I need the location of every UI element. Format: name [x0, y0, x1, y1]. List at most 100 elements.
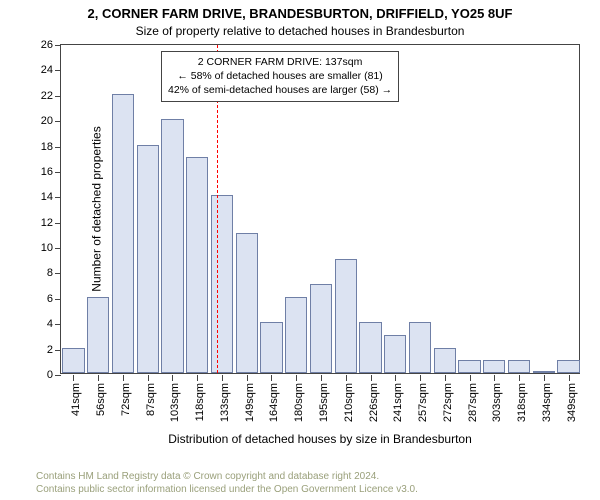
x-tick [271, 375, 272, 381]
bar [236, 233, 258, 373]
x-tick [395, 375, 396, 381]
x-tick-label: 241sqm [392, 383, 404, 422]
x-tick [544, 375, 545, 381]
x-tick-label: 103sqm [169, 383, 181, 422]
bar [359, 322, 381, 373]
x-tick-label: 180sqm [293, 383, 305, 422]
y-tick [55, 248, 61, 249]
bar [87, 297, 109, 373]
bar [62, 348, 84, 373]
x-tick [123, 375, 124, 381]
x-tick [148, 375, 149, 381]
y-tick [55, 375, 61, 376]
y-tick-label: 8 [23, 267, 53, 279]
x-tick-label: 195sqm [318, 383, 330, 422]
y-tick-label: 6 [23, 293, 53, 305]
x-tick-label: 287sqm [467, 383, 479, 422]
x-tick-label: 318sqm [516, 383, 528, 422]
bar [384, 335, 406, 373]
bar [533, 371, 555, 373]
footer-line-2: Contains public sector information licen… [36, 483, 418, 496]
y-tick [55, 96, 61, 97]
info-box-line: ← 58% of detached houses are smaller (81… [168, 69, 392, 83]
y-tick-label: 24 [23, 64, 53, 76]
y-tick-label: 2 [23, 344, 53, 356]
x-tick [98, 375, 99, 381]
x-tick [222, 375, 223, 381]
x-tick-label: 226sqm [368, 383, 380, 422]
info-box: 2 CORNER FARM DRIVE: 137sqm← 58% of deta… [161, 51, 399, 102]
x-tick-label: 41sqm [70, 383, 82, 416]
x-axis-label: Distribution of detached houses by size … [60, 432, 580, 446]
bar [161, 119, 183, 373]
x-tick [519, 375, 520, 381]
y-tick [55, 350, 61, 351]
x-tick-label: 164sqm [268, 383, 280, 422]
bar [310, 284, 332, 373]
x-tick [197, 375, 198, 381]
y-tick-label: 22 [23, 90, 53, 102]
bar [557, 360, 579, 373]
y-tick-label: 4 [23, 318, 53, 330]
y-tick-label: 20 [23, 115, 53, 127]
x-tick-label: 349sqm [566, 383, 578, 422]
x-tick-label: 334sqm [541, 383, 553, 422]
page-title: 2, CORNER FARM DRIVE, BRANDESBURTON, DRI… [0, 6, 600, 21]
y-tick-label: 0 [23, 369, 53, 381]
x-tick-label: 133sqm [219, 383, 231, 422]
x-tick [73, 375, 74, 381]
chart-container: 2, CORNER FARM DRIVE, BRANDESBURTON, DRI… [0, 0, 600, 500]
footer-credits: Contains HM Land Registry data © Crown c… [36, 470, 418, 496]
x-tick [470, 375, 471, 381]
x-tick-label: 272sqm [442, 383, 454, 422]
y-tick [55, 273, 61, 274]
y-tick-label: 16 [23, 166, 53, 178]
bar [335, 259, 357, 373]
x-tick [296, 375, 297, 381]
x-tick [172, 375, 173, 381]
x-tick-label: 210sqm [343, 383, 355, 422]
x-tick-label: 56sqm [95, 383, 107, 416]
info-box-line: 2 CORNER FARM DRIVE: 137sqm [168, 55, 392, 69]
x-tick [321, 375, 322, 381]
x-tick [420, 375, 421, 381]
x-tick [346, 375, 347, 381]
y-tick [55, 121, 61, 122]
y-tick [55, 324, 61, 325]
y-tick [55, 147, 61, 148]
y-tick-label: 12 [23, 217, 53, 229]
bar [458, 360, 480, 373]
y-tick [55, 299, 61, 300]
x-tick-label: 118sqm [194, 383, 206, 421]
x-tick-label: 149sqm [244, 383, 256, 422]
x-tick-label: 87sqm [145, 383, 157, 416]
bar [409, 322, 431, 373]
y-tick [55, 197, 61, 198]
y-tick-label: 26 [23, 39, 53, 51]
x-tick [445, 375, 446, 381]
y-tick-label: 18 [23, 141, 53, 153]
page-subtitle: Size of property relative to detached ho… [0, 24, 600, 38]
chart-area: Number of detached properties 0246810121… [60, 44, 580, 374]
x-tick-label: 257sqm [417, 383, 429, 422]
bar [186, 157, 208, 373]
y-tick [55, 70, 61, 71]
bar [112, 94, 134, 373]
bar [285, 297, 307, 373]
bar [260, 322, 282, 373]
bar [434, 348, 456, 373]
x-tick [569, 375, 570, 381]
x-tick [247, 375, 248, 381]
bar [137, 145, 159, 373]
y-tick [55, 45, 61, 46]
x-tick-label: 72sqm [120, 383, 132, 416]
x-tick [371, 375, 372, 381]
footer-line-1: Contains HM Land Registry data © Crown c… [36, 470, 418, 483]
bar [508, 360, 530, 373]
bar [211, 195, 233, 373]
y-tick-label: 14 [23, 191, 53, 203]
plot-region: 0246810121416182022242641sqm56sqm72sqm87… [60, 44, 580, 374]
x-tick-label: 303sqm [491, 383, 503, 422]
info-box-line: 42% of semi-detached houses are larger (… [168, 83, 392, 97]
y-tick [55, 172, 61, 173]
